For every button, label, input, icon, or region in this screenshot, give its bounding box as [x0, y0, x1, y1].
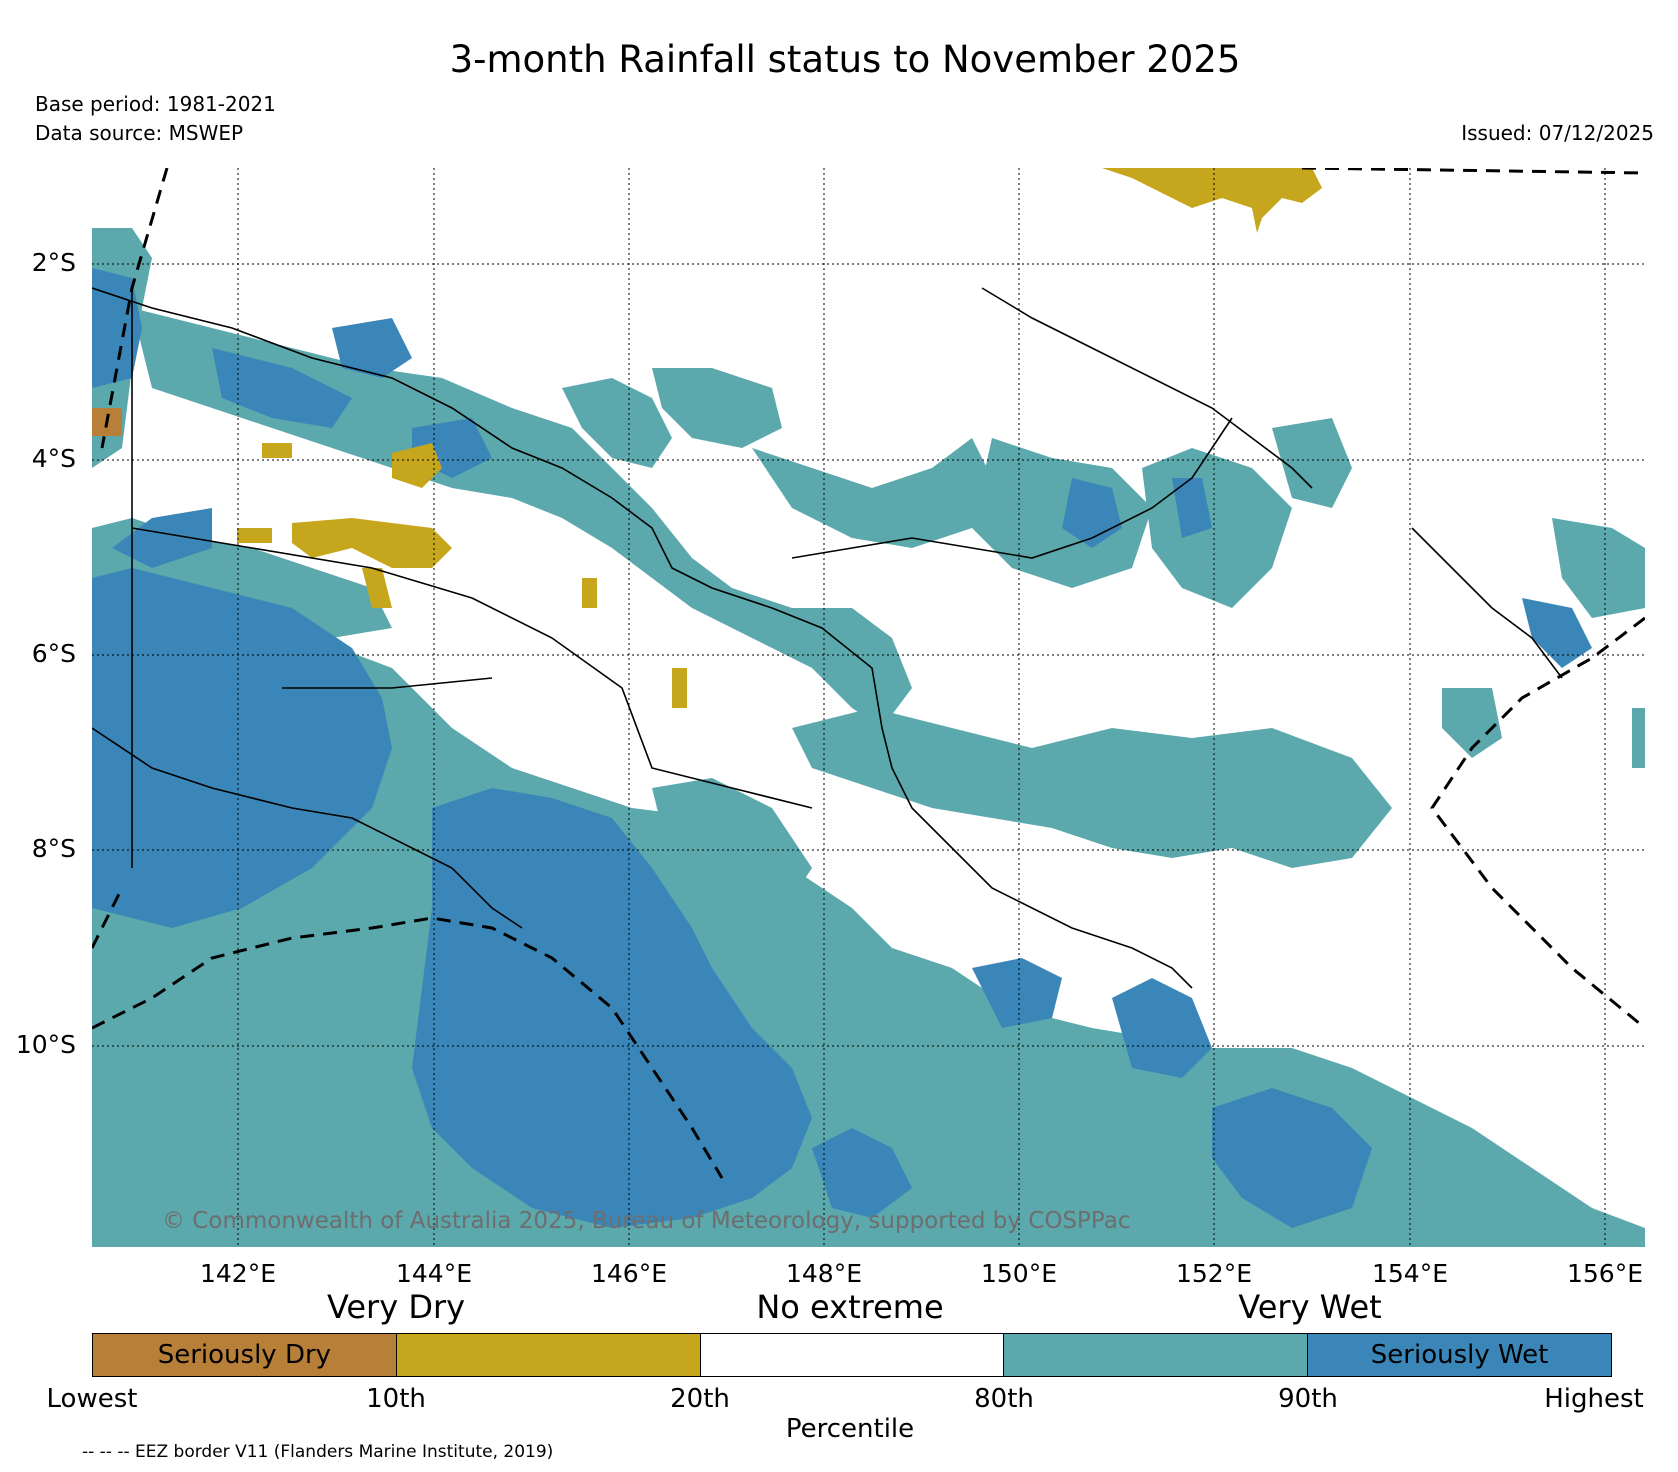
copyright-text: © Commonwealth of Australia 2025, Bureau… — [162, 1208, 1131, 1234]
lon-label-144e: 144°E — [395, 1259, 472, 1288]
very-dry-regions — [237, 168, 1322, 708]
legend-seg-very-dry — [396, 1334, 701, 1376]
seriously-wet-regions — [92, 268, 1592, 1228]
legend-seg-seriously-dry: Seriously Dry — [93, 1334, 397, 1376]
rainfall-map — [92, 168, 1645, 1247]
lat-label-6s: 6°S — [31, 639, 76, 668]
percentile-axis-title: Percentile — [785, 1414, 915, 1444]
pct-label-lowest: Lowest — [46, 1384, 138, 1414]
legend-color-bar: Seriously Dry Seriously Wet — [92, 1333, 1612, 1377]
lon-label-154e: 154°E — [1371, 1259, 1448, 1288]
rainfall-map-canvas — [92, 168, 1645, 1247]
legend-seg-seriously-wet: Seriously Wet — [1308, 1334, 1611, 1376]
lon-label-152e: 152°E — [1175, 1259, 1252, 1288]
lat-label-8s: 8°S — [31, 834, 76, 863]
legend-category-very-dry: Very Dry — [326, 1288, 466, 1326]
pct-label-20th: 20th — [670, 1384, 730, 1414]
issued-date-text: Issued: 07/12/2025 — [1461, 121, 1654, 145]
pct-label-90th: 90th — [1278, 1384, 1338, 1414]
legend-category-no-extreme: No extreme — [756, 1288, 944, 1326]
eez-border-note: -- -- -- EEZ border V11 (Flanders Marine… — [82, 1442, 554, 1462]
map-title: 3-month Rainfall status to November 2025 — [449, 38, 1241, 81]
legend-seg-very-wet — [1004, 1334, 1309, 1376]
pct-label-80th: 80th — [974, 1384, 1034, 1414]
legend-category-very-wet: Very Wet — [1238, 1288, 1382, 1326]
lon-label-150e: 150°E — [980, 1259, 1057, 1288]
lat-label-10s: 10°S — [15, 1030, 76, 1059]
lon-label-156e: 156°E — [1566, 1259, 1643, 1288]
legend-seg-no-extreme — [700, 1334, 1005, 1376]
lat-label-4s: 4°S — [31, 444, 76, 473]
pct-label-10th: 10th — [366, 1384, 426, 1414]
lon-label-146e: 146°E — [590, 1259, 667, 1288]
data-source-text: Data source: MSWEP — [35, 121, 244, 145]
graticule — [92, 168, 1645, 1247]
base-period-text: Base period: 1981-2021 — [35, 92, 276, 116]
coastlines-and-borders — [92, 287, 1563, 989]
lon-label-148e: 148°E — [785, 1259, 862, 1288]
eez-borders — [92, 168, 1645, 1179]
pct-label-highest: Highest — [1544, 1384, 1644, 1414]
lon-label-142e: 142°E — [199, 1259, 276, 1288]
lat-label-2s: 2°S — [31, 248, 76, 277]
